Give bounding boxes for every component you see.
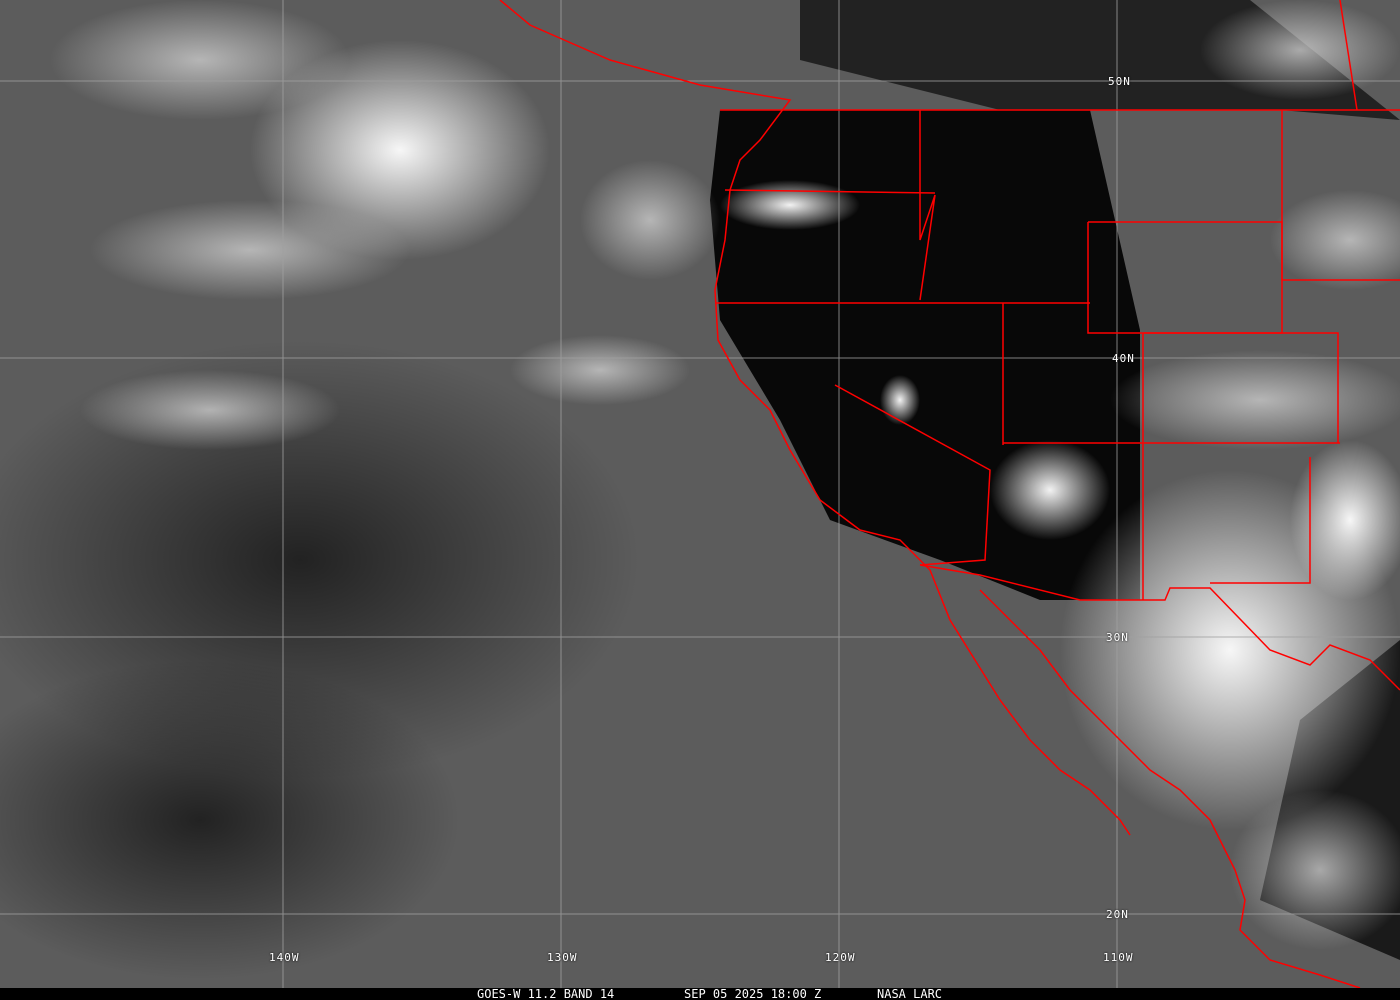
co-border <box>1143 332 1339 443</box>
lon-label: 140W <box>269 951 300 964</box>
ca-nv-border <box>834 384 991 566</box>
canada-provinces <box>1339 0 1358 111</box>
id-border <box>919 110 936 301</box>
lat-label: 30N <box>1106 631 1129 644</box>
lon-label: 110W <box>1103 951 1134 964</box>
lat-label: 50N <box>1108 75 1131 88</box>
wa-or-border <box>724 189 936 194</box>
us-mexico-border <box>919 564 1400 691</box>
lon-label: 120W <box>825 951 856 964</box>
satellite-band-label: GOES-W 11.2 BAND 14 <box>477 987 615 1000</box>
caption-bar: GOES-W 11.2 BAND 14 SEP 05 2025 18:00 Z … <box>0 988 1400 1000</box>
mt-border <box>1281 110 1400 281</box>
lat-label: 20N <box>1106 908 1129 921</box>
source-label: NASA LARC <box>877 987 943 1000</box>
nm-border <box>1210 457 1311 584</box>
political-borders <box>499 0 1400 988</box>
lat-label: 40N <box>1112 352 1135 365</box>
lon-label: 130W <box>547 951 578 964</box>
coastline-mainland-mexico <box>979 589 1361 988</box>
coastline <box>499 0 1131 836</box>
timestamp-label: SEP 05 2025 18:00 Z <box>684 987 822 1000</box>
